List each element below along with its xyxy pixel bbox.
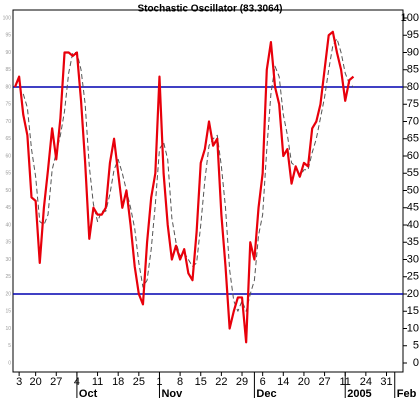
y-tick-label-left: 25 (5, 274, 11, 280)
y-tick-label: 0 (413, 357, 419, 369)
month-label: Dec (256, 388, 276, 400)
plot-frame (12, 9, 404, 373)
x-tick-label: 22 (215, 376, 227, 388)
x-tick-label: 27 (318, 376, 330, 388)
y-tick-label: 80 (407, 81, 419, 93)
x-tick-label: 20 (30, 376, 42, 388)
y-tick-label-left: 45 (5, 205, 11, 211)
y-tick-label-left: 20 (5, 291, 11, 297)
x-tick-label: 8 (177, 376, 183, 388)
x-tick-label: 15 (195, 376, 207, 388)
y-tick-label: 95 (407, 29, 419, 41)
y-tick-label: 70 (407, 115, 419, 127)
y-tick-label-left: 5 (8, 343, 11, 349)
y-tick-label: 15 (407, 305, 419, 317)
x-tick-label: 18 (112, 376, 124, 388)
y-tick-label-left: 50 (5, 188, 11, 194)
y-tick-label: 100 (401, 12, 419, 24)
y-tick-label-left: 90 (5, 50, 11, 56)
y-tick-label-left: 100 (3, 15, 12, 21)
x-tick-label: 27 (50, 376, 62, 388)
y-tick-label-left: 60 (5, 153, 11, 159)
x-tick-label: 14 (277, 376, 289, 388)
y-tick-label: 20 (407, 288, 419, 300)
x-tick-label: 29 (236, 376, 248, 388)
series-line (22, 38, 354, 312)
y-tick-label: 10 (407, 322, 419, 334)
y-tick-label-left: 95 (5, 33, 11, 39)
y-tick-label: 60 (407, 150, 419, 162)
y-tick-label-left: 80 (5, 84, 11, 90)
x-tick-label: 3 (16, 376, 22, 388)
month-label: 2005 (347, 388, 371, 400)
y-tick-label-left: 15 (5, 309, 11, 315)
y-tick-label-left: 35 (5, 240, 11, 246)
x-tick-label: 20 (298, 376, 310, 388)
y-tick-label-left: 65 (5, 136, 11, 142)
chart-title: Stochastic Oscillator (83.3064) (137, 4, 282, 15)
y-tick-label: 25 (407, 271, 419, 283)
y-tick-label-left: 0 (8, 360, 11, 366)
y-tick-label-left: 10 (5, 326, 11, 332)
month-label: Feb (397, 388, 417, 400)
series-line (13, 30, 355, 344)
month-label: Oct (79, 388, 98, 400)
y-tick-label-left: 75 (5, 102, 11, 108)
x-tick-label: 25 (133, 376, 145, 388)
y-tick-label: 40 (407, 219, 419, 231)
x-tick-label: 11 (92, 376, 103, 388)
y-tick-label-left: 40 (5, 222, 11, 228)
y-tick-label: 65 (407, 133, 419, 145)
x-tick-label: 24 (360, 376, 372, 388)
y-tick-label: 50 (407, 184, 419, 196)
y-tick-label: 85 (407, 64, 419, 76)
x-tick-label: 31 (380, 376, 392, 388)
y-tick-label-left: 85 (5, 67, 11, 73)
y-tick-label-left: 70 (5, 119, 11, 125)
y-tick-label: 55 (407, 167, 419, 179)
y-tick-label: 30 (407, 253, 419, 265)
y-tick-label-left: 30 (5, 257, 11, 263)
y-tick-label: 45 (407, 202, 419, 214)
y-tick-label-left: 55 (5, 171, 11, 177)
y-tick-label: 35 (407, 236, 419, 248)
y-tick-label: 5 (413, 340, 419, 352)
y-tick-label: 75 (407, 98, 419, 110)
month-label: Nov (161, 388, 183, 400)
y-tick-label: 90 (407, 46, 419, 58)
x-tick-label: 6 (260, 376, 266, 388)
